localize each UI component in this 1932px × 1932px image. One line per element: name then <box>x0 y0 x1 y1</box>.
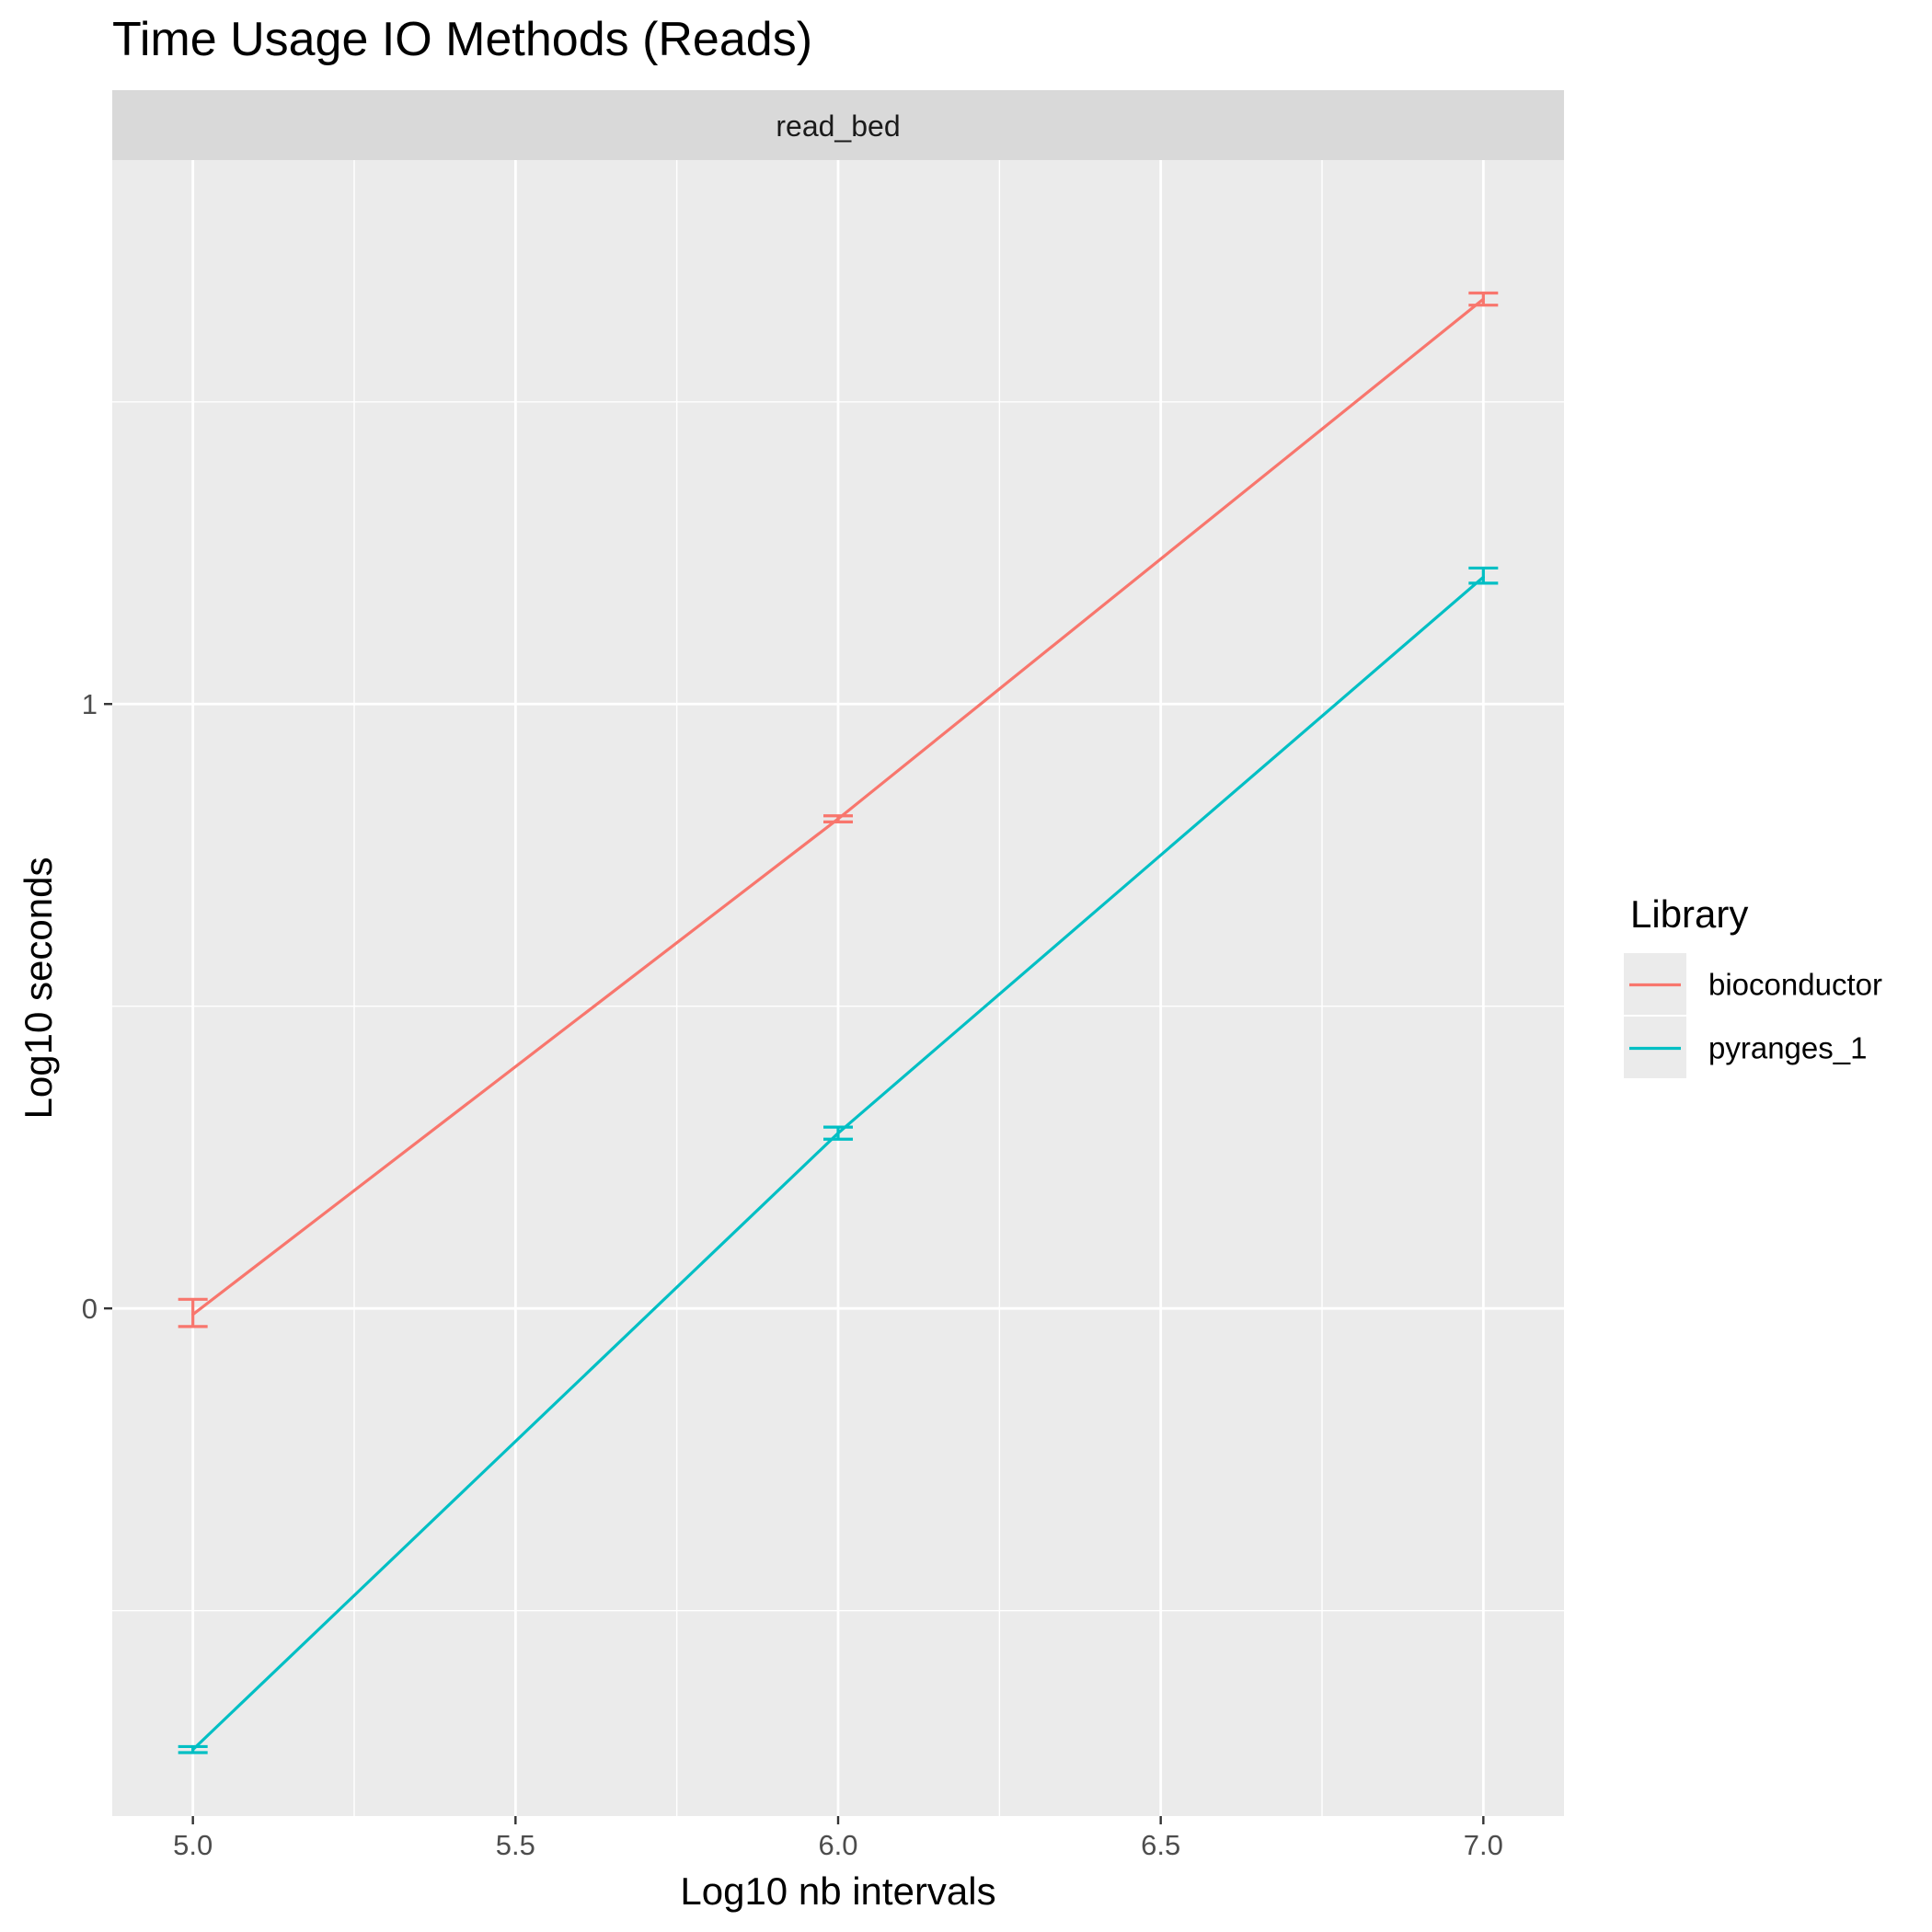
y-tick-label: 0 <box>82 1293 98 1325</box>
error-bar-bioconductor <box>1468 291 1499 307</box>
error-bar-pyranges-1 <box>1468 566 1499 585</box>
axis-ticks <box>104 703 1485 1824</box>
legend-label-bioconductor: bioconductor <box>1708 968 1882 1002</box>
chart-title: Time Usage IO Methods (Reads) <box>112 13 812 66</box>
x-axis-title: Log10 nb intervals <box>680 1869 995 1913</box>
x-tick-label: 7.0 <box>1464 1829 1503 1861</box>
legend-item-pyranges-1: pyranges_1 <box>1624 1017 1867 1078</box>
error-bar-bioconductor <box>823 814 853 823</box>
y-tick-label: 1 <box>82 688 98 720</box>
tick-labels: 5.0 5.5 6.0 6.5 7.0 0 1 <box>82 688 1503 1861</box>
legend-items: bioconductor pyranges_1 <box>1624 953 1882 1078</box>
facet-strip <box>112 90 1564 160</box>
series-layer <box>178 291 1499 1754</box>
error-bar-bioconductor <box>178 1297 208 1328</box>
grid-major <box>112 160 1564 1816</box>
legend-label-pyranges-1: pyranges_1 <box>1708 1031 1867 1065</box>
y-axis-title: Log10 seconds <box>17 857 60 1120</box>
x-tick-label: 5.5 <box>496 1829 535 1861</box>
legend: Library bioconductor pyranges_1 <box>1624 892 1882 1078</box>
x-tick-label: 6.0 <box>818 1829 857 1861</box>
facet-strip-label: read_bed <box>776 109 900 143</box>
error-bar-pyranges-1 <box>823 1125 853 1141</box>
x-tick-label: 6.5 <box>1141 1829 1180 1861</box>
error-bar-pyranges-1 <box>178 1744 208 1754</box>
legend-item-bioconductor: bioconductor <box>1624 953 1882 1015</box>
x-tick-label: 5.0 <box>173 1829 213 1861</box>
legend-title: Library <box>1630 892 1748 936</box>
